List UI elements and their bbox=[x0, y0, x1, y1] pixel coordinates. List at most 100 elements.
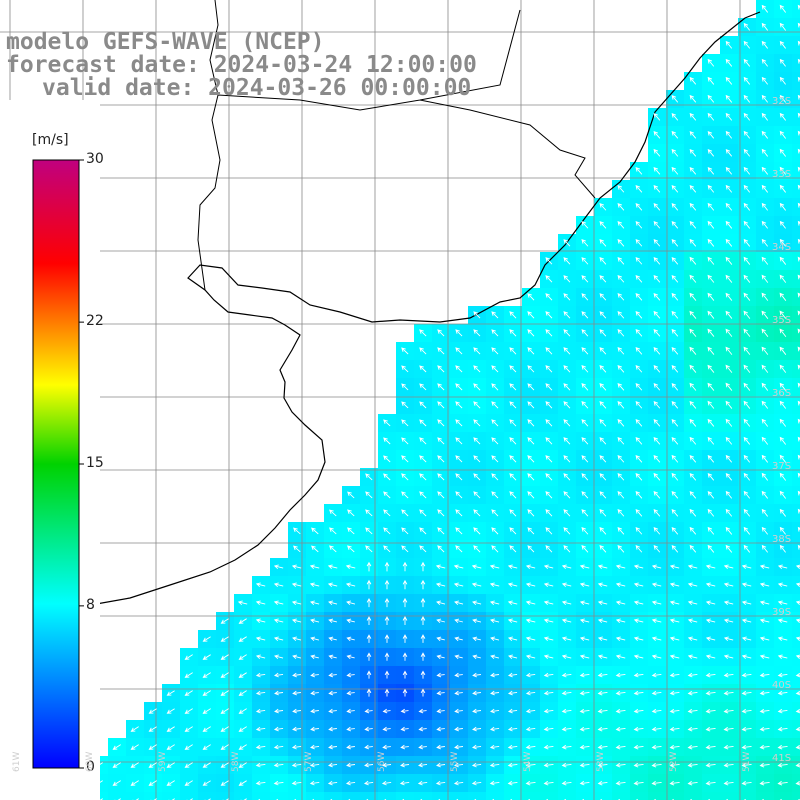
wind-arrow bbox=[671, 148, 679, 157]
wind-cell bbox=[792, 90, 800, 109]
wind-arrow bbox=[705, 708, 716, 714]
wind-arrow bbox=[615, 654, 626, 659]
wind-arrow bbox=[741, 726, 752, 732]
wind-arrow bbox=[779, 544, 786, 553]
wind-arrow bbox=[671, 202, 679, 211]
wind-arrow bbox=[761, 526, 769, 535]
wind-arrow bbox=[364, 744, 373, 750]
wind-arrow bbox=[617, 437, 625, 445]
wind-cell bbox=[414, 792, 433, 800]
wind-arrow bbox=[633, 672, 644, 678]
wind-arrow bbox=[671, 436, 679, 445]
wind-arrow bbox=[328, 762, 338, 768]
wind-arrow bbox=[184, 744, 193, 750]
wind-arrow bbox=[491, 347, 499, 355]
latitude-label: 32S bbox=[772, 96, 792, 107]
wind-arrow bbox=[777, 600, 788, 605]
wind-arrow bbox=[255, 582, 266, 587]
wind-arrow bbox=[581, 311, 589, 319]
wind-arrow bbox=[402, 652, 408, 661]
wind-arrow bbox=[383, 491, 391, 499]
wind-arrow bbox=[671, 130, 679, 139]
wind-arrow bbox=[741, 690, 752, 696]
wind-arrow bbox=[454, 744, 464, 750]
wind-arrow bbox=[653, 112, 661, 121]
wind-arrow bbox=[707, 148, 715, 157]
wind-arrow bbox=[671, 256, 679, 265]
wind-cell bbox=[360, 792, 379, 800]
wind-arrow bbox=[615, 744, 626, 750]
wind-arrow bbox=[599, 401, 607, 409]
wind-arrow bbox=[777, 744, 788, 750]
wind-arrow bbox=[491, 473, 499, 481]
wind-arrow bbox=[795, 654, 800, 659]
wind-arrow bbox=[473, 383, 481, 391]
wind-arrow bbox=[273, 600, 284, 605]
wind-arrow bbox=[472, 744, 482, 750]
wind-arrow bbox=[402, 579, 408, 590]
wind-arrow bbox=[707, 76, 715, 85]
wind-cell bbox=[612, 792, 631, 800]
wind-arrow bbox=[759, 690, 770, 696]
wind-arrow bbox=[328, 600, 338, 606]
wind-arrow bbox=[509, 401, 517, 409]
wind-arrow bbox=[563, 545, 571, 553]
wind-arrow bbox=[527, 419, 535, 427]
wind-arrow bbox=[527, 329, 535, 337]
wind-arrow bbox=[705, 780, 716, 786]
wind-arrow bbox=[543, 636, 554, 641]
wind-arrow bbox=[779, 4, 787, 13]
wind-arrow bbox=[633, 582, 644, 587]
wind-arrow bbox=[797, 166, 800, 172]
wind-arrow bbox=[509, 509, 517, 517]
wind-arrow bbox=[471, 564, 482, 569]
wind-arrow bbox=[579, 582, 590, 587]
wind-arrow bbox=[455, 365, 463, 373]
wind-arrow bbox=[255, 654, 266, 660]
wind-arrow bbox=[366, 634, 372, 643]
wind-arrow bbox=[112, 780, 121, 786]
wind-arrow bbox=[705, 582, 716, 587]
wind-arrow bbox=[635, 257, 643, 265]
wind-arrow bbox=[383, 419, 391, 427]
wind-arrow bbox=[653, 148, 661, 157]
wind-arrow bbox=[238, 762, 247, 768]
wind-arrow bbox=[707, 508, 715, 517]
wind-arrow bbox=[329, 509, 337, 517]
wind-arrow bbox=[779, 346, 787, 355]
wind-arrow bbox=[597, 636, 608, 641]
colorbar-tick: 0 bbox=[86, 759, 95, 775]
wind-arrow bbox=[779, 166, 787, 175]
wind-arrow bbox=[705, 600, 716, 605]
wind-arrow bbox=[491, 383, 499, 391]
wind-arrow bbox=[184, 672, 193, 678]
wind-cell bbox=[792, 360, 800, 379]
wind-arrow bbox=[635, 365, 643, 373]
wind-arrow bbox=[184, 708, 193, 714]
wind-arrow bbox=[705, 618, 716, 623]
wind-arrow bbox=[743, 22, 751, 31]
colorbar-tick: 8 bbox=[86, 596, 95, 613]
wind-arrow bbox=[707, 382, 715, 391]
wind-arrow bbox=[597, 654, 608, 659]
wind-arrow bbox=[723, 690, 734, 696]
wind-arrow bbox=[707, 400, 715, 409]
wind-arrow bbox=[581, 329, 589, 337]
wind-cell bbox=[792, 702, 800, 721]
wind-arrow bbox=[309, 582, 320, 587]
wind-arrow bbox=[148, 780, 157, 786]
wind-arrow bbox=[383, 509, 391, 517]
longitude-label: 52W bbox=[669, 751, 679, 772]
wind-arrow bbox=[400, 744, 409, 750]
wind-arrow bbox=[489, 600, 500, 605]
wind-arrow bbox=[743, 238, 751, 247]
wind-arrow bbox=[473, 491, 481, 499]
wind-arrow bbox=[633, 636, 644, 641]
wind-arrow bbox=[707, 274, 715, 283]
wind-arrow bbox=[689, 418, 697, 427]
wind-arrow bbox=[581, 257, 589, 265]
wind-arrow bbox=[761, 40, 769, 49]
wind-arrow bbox=[328, 618, 337, 624]
wind-arrow bbox=[671, 508, 679, 517]
wind-arrow bbox=[653, 184, 661, 193]
